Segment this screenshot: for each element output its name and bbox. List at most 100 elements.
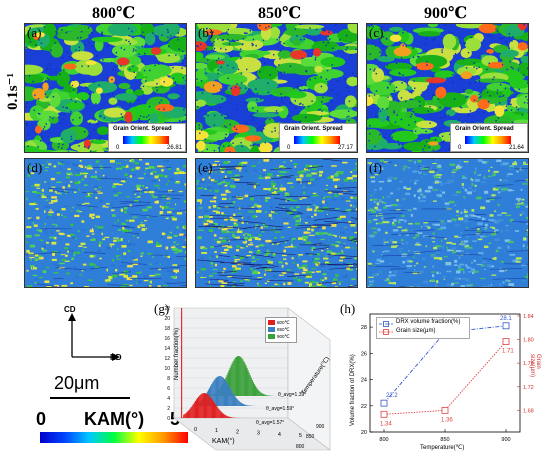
kam-pixel [229, 231, 235, 233]
kam-pixel [383, 239, 385, 240]
kam-pixel [65, 255, 68, 257]
recrystallized-pixel [463, 58, 464, 59]
kam-pixel [247, 205, 251, 208]
recrystallized-pixel [276, 110, 277, 111]
kam-pixel [322, 232, 328, 234]
recrystallized-pixel [465, 97, 466, 98]
kam-pixel [292, 257, 294, 259]
recrystallized-pixel [47, 68, 48, 69]
kam-pixel [311, 229, 314, 231]
recrystallized-pixel [419, 105, 420, 106]
recrystallized-pixel [62, 106, 63, 107]
rd-label: RD [110, 353, 122, 362]
recrystallized-pixel [460, 106, 461, 107]
kam-pixel [381, 254, 383, 255]
recrystallized-pixel [163, 81, 164, 82]
grain-high-gos [320, 30, 333, 35]
kam-pixel [235, 268, 241, 270]
panel-label-g: (g) [154, 301, 169, 317]
recrystallized-pixel [295, 100, 296, 101]
recrystallized-pixel [205, 73, 206, 74]
kam-pixel [146, 175, 149, 176]
recrystallized-pixel [379, 52, 380, 53]
recrystallized-pixel [91, 45, 92, 46]
kam-pixel [66, 272, 69, 274]
recrystallized-pixel [415, 121, 416, 122]
kam-pixel [413, 256, 414, 258]
kam-pixel [259, 240, 264, 242]
kam-pixel [64, 190, 65, 191]
kam-pixel [404, 220, 407, 223]
kam-pixel [426, 245, 427, 247]
kam-pixel [403, 168, 405, 171]
recrystallized-pixel [237, 108, 238, 109]
grain-high-gos [151, 47, 161, 55]
kam-pixel [296, 279, 297, 282]
kam-pixel [152, 256, 153, 258]
kam-pixel [371, 228, 376, 229]
kam-pixel [485, 224, 488, 227]
recrystallized-pixel [221, 98, 222, 99]
recrystallized-pixel [226, 31, 227, 32]
kam-pixel [411, 229, 416, 230]
kam-pixel [408, 223, 413, 224]
g-bar [234, 359, 235, 396]
recrystallized-pixel [256, 78, 257, 79]
g-bar [215, 378, 216, 406]
kam-pixel [265, 178, 268, 179]
h-x-tick-label: 800 [379, 437, 388, 443]
kam-pixel [471, 178, 473, 180]
kam-pixel [204, 223, 209, 226]
kam-pixel [295, 224, 300, 227]
kam-pixel [501, 230, 503, 233]
kam-pixel [458, 268, 464, 270]
recrystallized-pixel [199, 132, 200, 133]
recrystallized-pixel [393, 112, 394, 113]
recrystallized-pixel [440, 117, 441, 118]
kam-pixel [227, 171, 232, 174]
kam-pixel [113, 183, 119, 185]
h-legend-markers [379, 320, 395, 336]
kam-pixel [254, 169, 257, 171]
h-legend-gs: Grain size(μm) [396, 328, 435, 334]
kam-pixel [414, 182, 416, 184]
recrystallized-pixel [300, 39, 301, 40]
kam-pixel [266, 261, 267, 263]
kam-pixel [392, 222, 394, 224]
kam-pixel [401, 215, 405, 217]
kam-pixel [306, 267, 307, 269]
recrystallized-pixel [117, 152, 118, 153]
g-bar [266, 395, 267, 396]
kam-pixel [305, 222, 308, 224]
grain [59, 32, 89, 41]
kam-pixel [322, 201, 325, 204]
kam-pixel [34, 234, 39, 236]
recrystallized-pixel [413, 47, 414, 48]
recrystallized-pixel [399, 150, 400, 151]
g-bar [251, 378, 252, 396]
g-bar [214, 403, 215, 418]
grain [372, 68, 384, 83]
kam-pixel [91, 176, 96, 178]
kam-pixel [457, 167, 462, 168]
kam-pixel [288, 227, 291, 228]
kam-pixel [503, 188, 508, 191]
grain-high-gos [477, 99, 489, 109]
kam-pixel [239, 170, 241, 172]
kam-pixel [488, 285, 492, 287]
kam-pixel [116, 281, 118, 282]
kam-pixel [175, 244, 179, 245]
recrystallized-pixel [79, 46, 80, 47]
recrystallized-pixel [347, 87, 348, 88]
g-xtick: 3 [257, 431, 260, 437]
grain [253, 113, 279, 118]
kam-pixel [215, 264, 217, 267]
recrystallized-pixel [280, 93, 281, 94]
recrystallized-pixel [323, 42, 324, 43]
recrystallized-pixel [243, 38, 244, 39]
kam-pixel [477, 264, 482, 265]
recrystallized-pixel [327, 70, 328, 71]
recrystallized-pixel [61, 138, 62, 139]
recrystallized-pixel [527, 82, 528, 83]
kam-pixel [233, 201, 236, 203]
